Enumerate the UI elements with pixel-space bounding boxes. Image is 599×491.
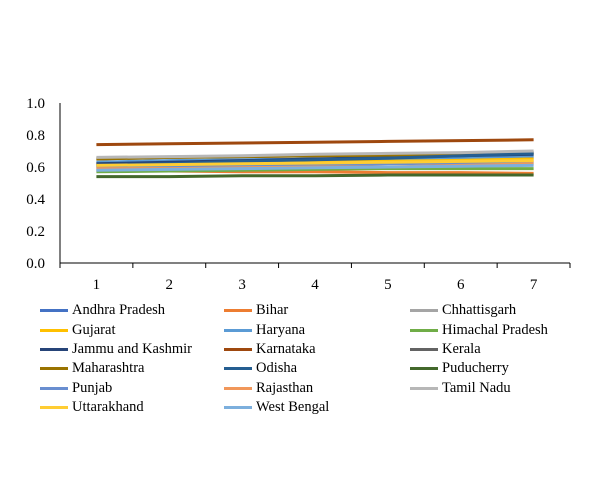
series-lines [96,138,534,179]
axes [59,103,571,268]
series-line-uttarakhand [96,159,534,167]
legend-label: Chhattisgarh [442,302,517,319]
legend-item: Punjab [40,379,224,398]
y-axis-tick-labels: 0.0 0.2 0.4 0.6 0.8 1.0 [26,96,45,272]
legend-item: Chhattisgarh [410,301,580,320]
legend-item: Bihar [224,301,410,320]
legend-item: Maharashtra [40,359,224,378]
series-line-punjab [96,160,534,169]
x-tick-label: 2 [166,277,174,293]
legend-label: Odisha [256,360,298,377]
legend-label: Gujarat [72,321,116,338]
series-line-west-bengal [96,163,534,172]
legend-label: Uttarakhand [72,399,144,416]
legend-swatch [40,309,68,313]
legend-swatch [224,386,252,390]
legend-label: Maharashtra [72,360,145,377]
x-tick-label: 3 [238,277,246,293]
series-line-tamil-nadu [96,149,534,159]
legend-item: Gujarat [40,320,224,339]
legend-label: West Bengal [256,399,330,416]
legend-swatch [224,309,252,313]
legend-swatch [40,406,68,410]
legend-label: Kerala [442,340,481,357]
legend-label: Tamil Nadu [442,379,511,396]
legend: Andhra Pradesh Bihar Chhattisgarh Gujarat Ha… [40,301,580,417]
legend-label: Himachal Pradesh [442,321,548,338]
legend-label: Andhra Pradesh [72,302,166,319]
legend-item: Puducherry [410,359,580,378]
legend-swatch [224,328,252,332]
y-tick-label: 0.0 [26,256,45,272]
legend-swatch [40,328,68,332]
legend-label: Karnataka [256,340,316,357]
x-axis-tick-labels: 1 2 3 4 5 6 7 [93,277,538,293]
legend-label: Rajasthan [256,379,314,396]
legend-swatch [40,367,68,371]
y-tick-label: 0.6 [26,160,45,176]
legend-item: Kerala [410,340,580,359]
legend-item: West Bengal [224,398,410,417]
legend-swatch [410,347,438,351]
x-tick-label: 7 [530,277,538,293]
legend-label: Punjab [72,379,113,396]
legend-label: Haryana [256,321,306,338]
x-tick-label: 5 [384,277,392,293]
series-line-karnataka [96,138,534,147]
legend-item: Jammu and Kashmir [40,340,224,359]
legend-item: Andhra Pradesh [40,301,224,320]
legend-item: Uttarakhand [40,398,224,417]
legend-swatch [40,386,68,390]
y-tick-label: 0.2 [26,224,45,240]
series-line-puducherry [96,173,534,179]
series-line-himachal-pradesh [96,167,534,174]
legend-swatch [224,347,252,351]
y-tick-label: 0.8 [26,128,45,144]
legend-item: Karnataka [224,340,410,359]
legend-item: Rajasthan [224,379,410,398]
legend-label: Bihar [256,302,289,319]
x-tick-label: 6 [457,277,465,293]
x-tick-label: 4 [311,277,319,293]
legend-label: Jammu and Kashmir [72,340,193,357]
legend-swatch [224,406,252,410]
legend-swatch [224,367,252,371]
legend-item: Tamil Nadu [410,379,580,398]
legend-swatch [410,367,438,371]
y-tick-label: 1.0 [26,96,45,112]
legend-swatch [410,386,438,390]
x-tick-label: 1 [93,277,101,293]
legend-item: Haryana [224,320,410,339]
legend-item: Odisha [224,359,410,378]
legend-swatch [410,309,438,313]
legend-label: Puducherry [442,360,509,377]
legend-swatch [410,328,438,332]
y-tick-label: 0.4 [26,192,45,208]
legend-swatch [40,347,68,351]
legend-item: Himachal Pradesh [410,320,580,339]
